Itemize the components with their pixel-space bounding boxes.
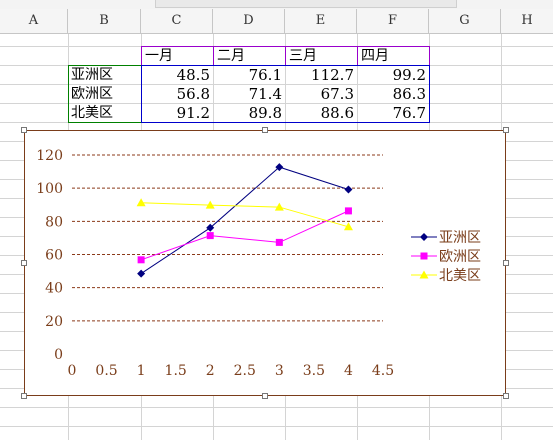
resize-handle-bottom-middle[interactable] xyxy=(262,393,268,399)
series-line xyxy=(140,210,349,261)
legend-marker xyxy=(420,233,428,241)
value-cell[interactable]: 86.3 xyxy=(392,85,426,103)
value-cell[interactable]: 56.8 xyxy=(176,85,210,103)
x-tick-label: 4.5 xyxy=(372,363,394,379)
column-header-e[interactable]: E xyxy=(285,9,357,33)
value-cell[interactable]: 112.7 xyxy=(311,66,354,84)
column-header-h[interactable]: H xyxy=(521,13,533,28)
data-point xyxy=(343,222,353,231)
y-tick-label: 40 xyxy=(45,281,63,297)
resize-handle-top-right[interactable] xyxy=(503,127,509,133)
y-tick-label: 80 xyxy=(45,214,63,230)
region-cell-europe[interactable]: 欧洲区 xyxy=(71,86,113,102)
header-cell-mar[interactable]: 三月 xyxy=(289,48,317,64)
data-point xyxy=(137,256,145,264)
legend-entry: 北美区 xyxy=(439,268,481,284)
x-tick-label: 3.5 xyxy=(303,363,325,379)
resize-handle-bottom-right[interactable] xyxy=(503,393,509,399)
header-cell-apr[interactable]: 四月 xyxy=(361,48,389,64)
column-header-a[interactable]: A xyxy=(0,9,68,33)
data-point xyxy=(205,200,215,209)
series-line xyxy=(141,202,349,228)
y-tick-label: 100 xyxy=(36,181,63,197)
legend-entry: 亚洲区 xyxy=(439,230,481,246)
series-line xyxy=(140,166,349,274)
x-tick-label: 4 xyxy=(344,363,353,379)
resize-handle-bottom-left[interactable] xyxy=(21,393,27,399)
value-cell[interactable]: 67.3 xyxy=(320,85,354,103)
y-tick-label: 60 xyxy=(45,248,63,264)
y-tick-label: 120 xyxy=(36,148,63,164)
region-cell-north-america[interactable]: 北美区 xyxy=(71,105,113,121)
resize-handle-middle-left[interactable] xyxy=(21,260,27,266)
x-tick-label: 2.5 xyxy=(234,363,256,379)
data-point xyxy=(275,238,283,246)
value-cell[interactable]: 48.5 xyxy=(176,66,210,84)
x-tick-label: 1 xyxy=(137,363,146,379)
data-point xyxy=(344,207,352,215)
value-cell[interactable]: 76.7 xyxy=(392,104,426,122)
value-cell[interactable]: 71.4 xyxy=(248,85,282,103)
x-tick-label: 3 xyxy=(275,363,284,379)
scatter-chart[interactable]: 0 20 40 60 80 100 120 0 0.5 1 1.5 2 2.5 3 3.5 4 4.5 亚洲区欧洲… xyxy=(25,131,505,395)
formula-bar[interactable] xyxy=(155,0,457,8)
legend-marker xyxy=(420,252,428,260)
column-header-d[interactable]: D xyxy=(213,9,285,33)
column-header-f[interactable]: F xyxy=(357,9,429,33)
x-tick-label: 2 xyxy=(206,363,215,379)
column-header-c[interactable]: C xyxy=(141,9,213,33)
data-point xyxy=(136,198,146,207)
data-point xyxy=(275,163,284,172)
value-cell[interactable]: 89.8 xyxy=(248,104,282,122)
value-cell[interactable]: 76.1 xyxy=(248,66,282,84)
column-header-g[interactable]: G xyxy=(429,9,501,33)
header-cell-feb[interactable]: 二月 xyxy=(217,48,245,64)
resize-handle-middle-right[interactable] xyxy=(503,260,509,266)
region-cell-asia[interactable]: 亚洲区 xyxy=(71,67,113,83)
x-tick-label: 0.5 xyxy=(95,363,117,379)
legend-marker xyxy=(419,270,429,279)
column-header-b[interactable]: B xyxy=(68,9,141,33)
data-point xyxy=(274,202,284,211)
resize-handle-top-left[interactable] xyxy=(21,127,27,133)
data-point xyxy=(206,232,214,240)
value-cell[interactable]: 88.6 xyxy=(320,104,354,122)
legend-entry: 欧洲区 xyxy=(439,249,481,265)
column-header-row: A B C D E F G H xyxy=(0,9,553,34)
x-tick-label: 1.5 xyxy=(165,363,187,379)
y-tick-label: 20 xyxy=(45,314,63,330)
resize-handle-top-middle[interactable] xyxy=(262,127,268,133)
chart-object[interactable]: 0 20 40 60 80 100 120 0 0.5 1 1.5 2 2.5 3 3.5 4 4.5 亚洲区欧洲… xyxy=(24,130,506,396)
header-cell-jan[interactable]: 一月 xyxy=(145,48,173,64)
data-point xyxy=(206,223,215,232)
value-cell[interactable]: 99.2 xyxy=(392,66,426,84)
x-tick-label: 0 xyxy=(68,363,77,379)
y-tick-label: 0 xyxy=(54,347,63,363)
data-point xyxy=(137,269,146,278)
data-point xyxy=(344,185,353,194)
value-cell[interactable]: 91.2 xyxy=(176,104,210,122)
